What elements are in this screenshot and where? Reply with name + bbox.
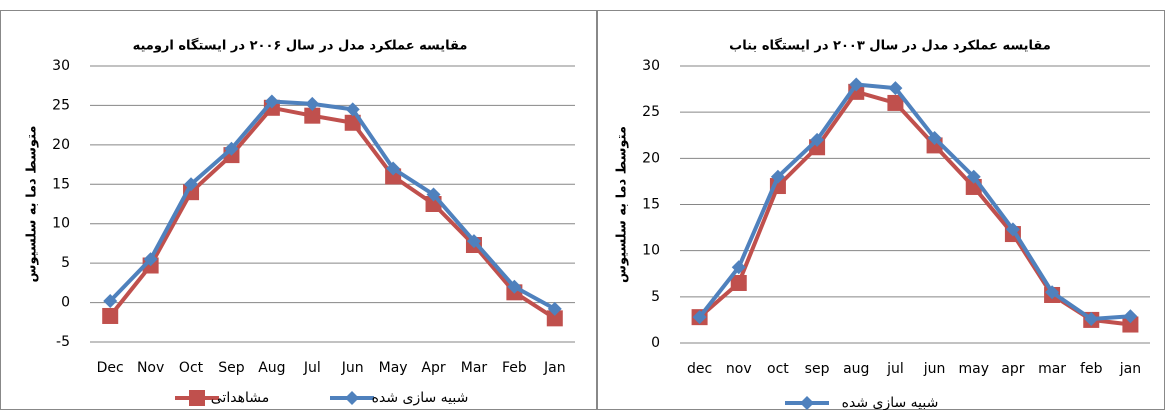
y-tick-label: 10 (642, 243, 660, 259)
chart-title: مقایسه عملکرد مدل در سال ۲۰۰۳ در ایستگاه… (729, 38, 1051, 54)
y-tick-label: 0 (61, 295, 70, 311)
x-tick-label: Oct (179, 360, 204, 376)
x-tick-label: Jun (341, 360, 364, 376)
marker (143, 252, 158, 267)
marker (547, 301, 562, 316)
legend-marker (800, 396, 814, 410)
marker (770, 169, 785, 184)
series-line (108, 99, 556, 311)
y-tick-label: 30 (52, 58, 70, 74)
marker (1122, 316, 1139, 333)
y-axis-label: متوسط دما به سلسیوس (25, 126, 40, 283)
marker (184, 177, 199, 192)
y-tick-label: 25 (52, 97, 70, 113)
marker (466, 234, 481, 249)
y-axis-label: متوسط دما به سلسیوس (615, 126, 630, 283)
y-tick-label: 15 (642, 197, 660, 213)
x-tick-label: apr (1001, 361, 1024, 377)
x-tick-label: aug (843, 361, 869, 377)
marker (386, 161, 401, 176)
y-tick-label: 20 (642, 150, 660, 166)
y-tick-label: 5 (651, 289, 660, 305)
y-tick-label: 30 (642, 58, 660, 74)
marker (887, 94, 904, 111)
x-tick-label: jun (923, 361, 946, 377)
legend-marker (189, 390, 205, 406)
x-tick-label: jul (886, 361, 904, 377)
x-tick-label: May (379, 360, 408, 376)
marker (507, 279, 522, 294)
legend-label: شبیه سازی شده (842, 395, 939, 410)
marker (345, 102, 360, 117)
marker (1045, 285, 1060, 300)
x-tick-label: Apr (421, 360, 445, 376)
x-tick-label: mar (1038, 361, 1066, 377)
marker (264, 94, 279, 109)
x-tick-label: oct (767, 361, 789, 377)
x-tick-label: Jul (303, 360, 321, 376)
marker (692, 310, 707, 325)
marker (305, 96, 320, 111)
x-tick-label: Feb (502, 360, 527, 376)
marker (1005, 222, 1020, 237)
marker (1084, 311, 1099, 326)
y-tick-label: 0 (651, 335, 660, 351)
marker (426, 187, 441, 202)
marker (546, 310, 563, 327)
marker (304, 107, 321, 124)
y-tick-label: -5 (56, 334, 70, 350)
marker (731, 260, 746, 275)
marker (927, 131, 942, 146)
marker (103, 293, 118, 308)
marker (810, 132, 825, 147)
y-tick-label: 5 (61, 255, 70, 271)
marker (849, 77, 864, 92)
y-tick-label: 10 (52, 216, 70, 232)
x-tick-label: dec (687, 361, 712, 377)
x-tick-label: sep (805, 361, 830, 377)
x-tick-label: Jan (543, 360, 566, 376)
legend-marker (345, 391, 359, 405)
marker (102, 307, 119, 324)
x-tick-label: Nov (137, 360, 164, 376)
left-panel (0, 10, 597, 410)
chart-title: مقایسه عملکرد مدل در سال ۲۰۰۶ در ایستگاه… (133, 38, 468, 54)
x-tick-label: Sep (218, 360, 245, 376)
series-line (698, 82, 1131, 321)
y-tick-label: 20 (52, 137, 70, 153)
x-tick-label: nov (726, 361, 752, 377)
marker (966, 169, 981, 184)
x-tick-label: feb (1080, 361, 1103, 377)
legend-label: شبیه سازی شده (372, 390, 469, 406)
y-tick-label: 15 (52, 176, 70, 192)
x-tick-label: Dec (97, 360, 124, 376)
marker (344, 114, 361, 131)
x-tick-label: Mar (461, 360, 488, 376)
marker (224, 141, 239, 156)
x-tick-label: Aug (258, 360, 285, 376)
marker (888, 81, 903, 96)
x-tick-label: may (958, 361, 989, 377)
right-panel (597, 10, 1165, 410)
marker (1123, 309, 1138, 324)
x-tick-label: jan (1119, 361, 1141, 377)
marker (730, 274, 747, 291)
legend-label: مشاهداتی (211, 390, 269, 406)
y-tick-label: 25 (642, 104, 660, 120)
